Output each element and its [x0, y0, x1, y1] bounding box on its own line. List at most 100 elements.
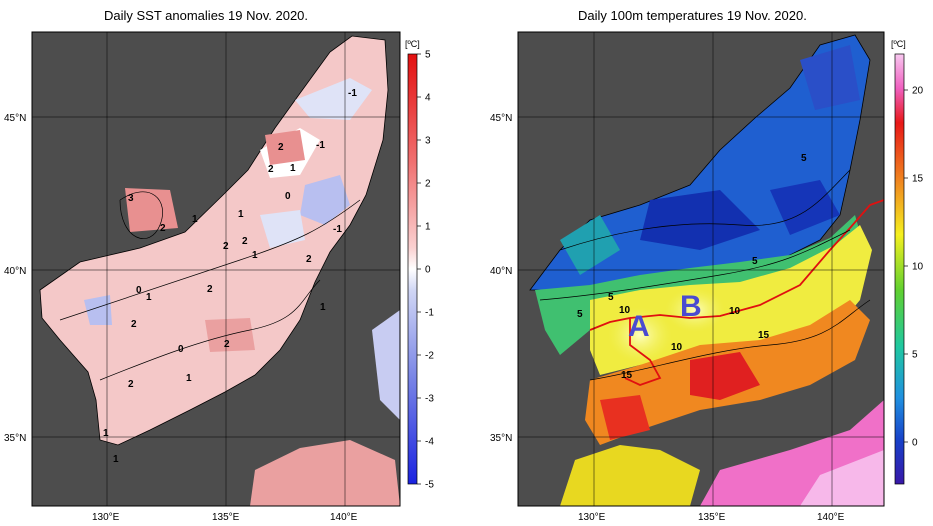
right-lat-label: 45°N	[490, 113, 512, 124]
left-contour-label: 2	[207, 284, 213, 295]
right-contour-label: 10	[671, 342, 683, 353]
left-contour-label: 2	[242, 236, 248, 247]
colorbar-tick-label: 20	[912, 86, 924, 97]
left-contour-label: 2	[131, 319, 137, 330]
colorbar-tick-label: 3	[425, 136, 431, 147]
left-contour-label: 2	[223, 241, 229, 252]
right-colorbar	[894, 53, 905, 485]
left-contour-label: 1	[290, 163, 296, 174]
left-contour-label: 1	[146, 292, 152, 303]
right-contour-label: 15	[758, 330, 770, 341]
left-map-pacific-sea	[250, 440, 400, 506]
right-map-panel: 5 5 5 5 10 10 10 15 15 A B 45°N 40°N 35°…	[490, 31, 924, 523]
left-lon-label: 135°E	[212, 512, 240, 523]
colorbar-tick-label: 4	[425, 93, 431, 104]
right-map-warm-eddy-a	[608, 307, 672, 363]
right-map-contour-line	[539, 229, 851, 301]
left-map-frame	[31, 31, 401, 507]
right-lon-label: 140°E	[817, 512, 845, 523]
left-contour-label: 0	[136, 285, 142, 296]
right-map-hot-core	[690, 352, 760, 400]
left-map-contour-line	[99, 279, 321, 381]
right-map-boundary-line	[589, 199, 885, 386]
right-map-cold-core	[640, 190, 760, 250]
right-map-strait-region	[560, 445, 700, 506]
left-map-contour-line	[59, 199, 361, 321]
colorbar-tick-label: 10	[912, 262, 924, 273]
left-contour-label: 2	[306, 254, 312, 265]
left-contour-label: 1	[113, 454, 119, 465]
colorbar-tick-label: 0	[912, 438, 918, 449]
right-contour-label: 5	[801, 153, 807, 164]
colorbar-tick-label: -5	[425, 480, 434, 491]
right-contour-label: 15	[621, 370, 633, 381]
colorbar-tick-label: 5	[425, 50, 431, 61]
right-map-pacific-sea	[800, 450, 884, 506]
left-lat-label: 35°N	[4, 433, 26, 444]
left-map-title: Daily SST anomalies 19 Nov. 2020.	[104, 8, 309, 23]
colorbar-tick-label: 15	[912, 174, 924, 185]
region-label-b: B	[680, 290, 702, 323]
left-contour-label: -1	[348, 88, 357, 99]
right-map-contour-line	[559, 169, 851, 251]
colorbar-tick-label: -2	[425, 351, 434, 362]
left-contour-label: 1	[192, 214, 198, 225]
right-map-cold-core	[800, 45, 860, 110]
left-map-cool-area	[260, 210, 305, 248]
left-map-contour-line	[119, 191, 163, 239]
left-contour-label: -1	[333, 224, 342, 235]
right-map-title: Daily 100m temperatures 19 Nov. 2020.	[578, 8, 807, 23]
left-colorbar	[407, 53, 418, 485]
left-map-cool-area	[300, 175, 350, 225]
colorbar-tick-label: 1	[425, 222, 431, 233]
left-contour-label: 0	[178, 344, 184, 355]
left-map-warm-area	[265, 130, 305, 165]
left-map-warm-area	[205, 318, 255, 352]
colorbar-tick-label: -1	[425, 308, 434, 319]
left-contour-label: 2	[160, 223, 166, 234]
left-colorbar-unit: [ºC]	[405, 39, 420, 49]
right-contour-label: 10	[729, 306, 741, 317]
left-lon-label: 130°E	[92, 512, 120, 523]
right-lon-label: 130°E	[578, 512, 606, 523]
left-map-warm-area	[125, 188, 178, 232]
left-map-cool-area	[84, 295, 112, 325]
left-map-pacific-sea	[372, 310, 400, 420]
right-map-frame	[517, 31, 885, 507]
left-contour-label: 1	[320, 302, 326, 313]
right-map-cold-core	[770, 180, 840, 235]
left-lat-label: 40°N	[4, 266, 26, 277]
colorbar-tick-label: 0	[425, 265, 431, 276]
left-lat-label: 45°N	[4, 113, 26, 124]
colorbar-tick-label: 2	[425, 179, 431, 190]
right-lat-label: 35°N	[490, 433, 512, 444]
colorbar-tick-label: -4	[425, 437, 434, 448]
left-contour-label: 0	[285, 191, 291, 202]
left-contour-label: 2	[278, 142, 284, 153]
right-contour-label: 5	[577, 309, 583, 320]
right-lat-label: 40°N	[490, 266, 512, 277]
left-contour-label: 1	[238, 209, 244, 220]
left-map-cool-area	[295, 78, 372, 120]
colorbar-tick-label: -3	[425, 394, 434, 405]
right-map-hot-core	[600, 395, 650, 440]
region-label-a: A	[628, 310, 650, 343]
right-map-contour-line	[589, 299, 871, 381]
left-contour-label: 2	[128, 379, 134, 390]
left-map-panel: -1 -1 -1 1 2 2 0 3 2 1 1 2 2 1 2 0 1 2 2…	[4, 31, 434, 523]
left-contour-label: 1	[103, 428, 109, 439]
right-lon-label: 135°E	[698, 512, 726, 523]
left-contour-label: 3	[128, 193, 134, 204]
right-map-warm-eddy-b	[665, 288, 725, 332]
right-contour-label: 10	[619, 305, 631, 316]
left-contour-label: 1	[252, 250, 258, 261]
right-colorbar-unit: [ºC]	[891, 39, 906, 49]
left-lon-label: 140°E	[330, 512, 358, 523]
left-contour-label: 2	[224, 339, 230, 350]
right-map-teal-area	[560, 215, 620, 275]
left-contour-label: 1	[186, 373, 192, 384]
left-contour-label: 2	[268, 164, 274, 175]
colorbar-tick-label: 5	[912, 350, 918, 361]
left-contour-label: -1	[316, 140, 325, 151]
